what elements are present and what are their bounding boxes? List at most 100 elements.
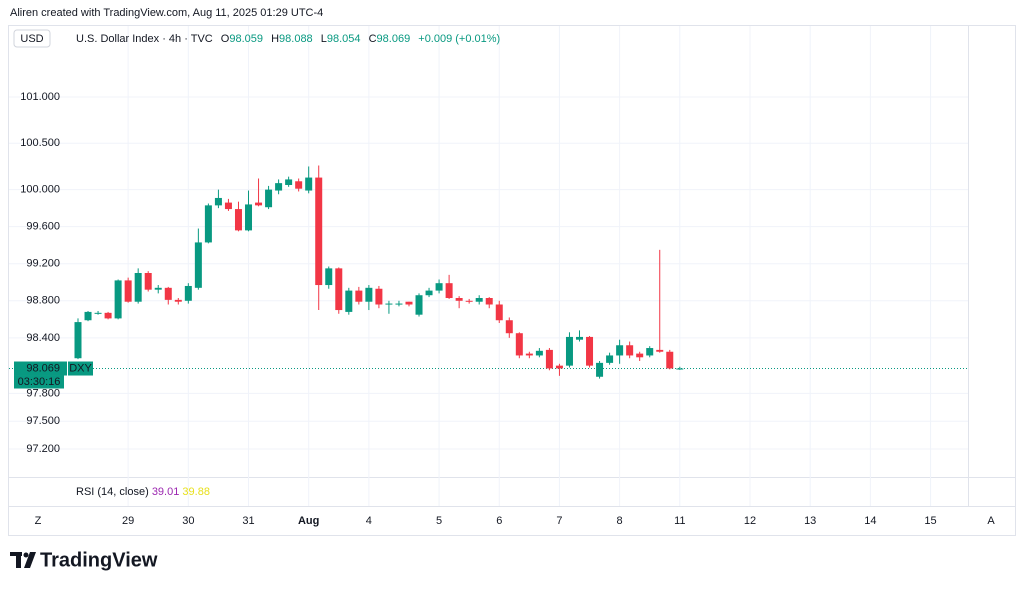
x-tick-label: 4 — [366, 515, 372, 527]
candle-body — [134, 272, 142, 302]
zoom-button-label[interactable]: Z — [35, 515, 42, 527]
currency[interactable]: USD — [20, 33, 43, 45]
candle-body — [555, 365, 563, 369]
y-tick-label: 100.000 — [20, 184, 60, 196]
last-price-label: 98.069 — [26, 362, 60, 374]
candle-body — [586, 336, 594, 366]
candle-body — [144, 272, 152, 290]
candle-body — [576, 336, 583, 340]
candle-body — [475, 298, 483, 302]
candle-body — [315, 177, 323, 286]
rsi-label: RSI (14, close) 39.01 39.88 — [76, 486, 210, 498]
candle-body — [275, 183, 283, 191]
x-tick-label: 30 — [182, 515, 194, 527]
legend: U.S. Dollar Index · 4h · TVC O98.059 H98… — [76, 33, 500, 45]
candle-body — [485, 298, 493, 305]
y-tick-label: 97.200 — [26, 443, 60, 455]
candle-body — [676, 368, 684, 370]
candle-body — [84, 311, 92, 321]
candle-body — [405, 301, 413, 305]
change: +0.009 (+0.01%) — [418, 33, 500, 45]
candle-body — [385, 303, 393, 305]
y-tick-label: 98.800 — [26, 295, 60, 307]
ohlc-letter: L — [321, 33, 327, 45]
x-tick-label: 5 — [436, 515, 442, 527]
candle-body — [455, 298, 463, 301]
x-tick-label: 13 — [804, 515, 816, 527]
y-tick-label: 98.400 — [26, 332, 60, 344]
candle-body — [295, 181, 303, 189]
candle-body — [365, 287, 373, 302]
y-tick-label: 99.600 — [26, 221, 60, 233]
chart-frame — [8, 25, 1016, 536]
auto-button-label[interactable]: A — [987, 515, 995, 527]
candle-body — [325, 268, 333, 286]
candle-body — [174, 299, 182, 302]
rsi-title: RSI (14, close) — [76, 486, 149, 498]
candle-body — [606, 355, 614, 363]
x-tick-label: 12 — [744, 515, 756, 527]
x-tick-label: 29 — [122, 515, 134, 527]
x-tick-label: 8 — [617, 515, 623, 527]
candle-body — [114, 280, 122, 319]
x-tick-label: 31 — [242, 515, 254, 527]
candle-body — [505, 320, 513, 334]
auto-button[interactable] — [983, 513, 999, 529]
candle-body — [255, 202, 263, 206]
candle-body — [445, 283, 453, 299]
candle-body — [596, 362, 604, 377]
logo-part — [16, 552, 21, 568]
rsi-value: 39.88 — [182, 486, 210, 498]
symbol-tag-box — [68, 361, 93, 376]
candle-body — [545, 349, 553, 369]
candle-body — [104, 312, 112, 319]
currency-box[interactable] — [13, 29, 51, 48]
ohlc-value: 98.054 — [327, 33, 361, 45]
ohlc-letter: O — [221, 33, 230, 45]
ohlc-value: 98.088 — [279, 33, 313, 45]
y-tick-label: 97.800 — [26, 387, 60, 399]
y-tick-label: 101.000 — [20, 91, 60, 103]
candle-body — [355, 290, 363, 302]
y-tick-label: 100.500 — [20, 137, 60, 149]
candle-body — [666, 351, 674, 369]
symbol-tag: DXY — [69, 362, 92, 374]
candle-body — [285, 179, 293, 185]
candle-body — [305, 177, 313, 191]
x-tick-label: 6 — [496, 515, 502, 527]
y-tick-label: 97.500 — [26, 415, 60, 427]
candle-body — [425, 290, 433, 296]
candle-body — [245, 204, 253, 231]
candle-body — [395, 303, 403, 305]
candle-body — [94, 312, 102, 314]
candle-body — [535, 350, 543, 356]
countdown-box — [14, 375, 64, 389]
x-tick-label: Aug — [298, 515, 319, 527]
candle-body — [626, 345, 634, 356]
logo-part — [24, 552, 36, 568]
logo-icon — [10, 552, 36, 568]
candle-body — [234, 209, 242, 231]
candle-body — [124, 280, 132, 302]
ohlc-value: 98.059 — [229, 33, 263, 45]
logo-part — [23, 552, 29, 558]
brand: TradingView — [40, 549, 158, 571]
candle-body — [204, 205, 212, 243]
candles — [74, 165, 684, 379]
candle-body — [194, 242, 202, 288]
candle-body — [656, 349, 664, 352]
candle-body — [495, 304, 503, 321]
candle-body — [154, 287, 162, 290]
last-price-box — [14, 361, 67, 376]
ohlc-letter: H — [271, 33, 279, 45]
x-tick-label: 15 — [924, 515, 936, 527]
candle-body — [265, 189, 273, 208]
candle-body — [565, 336, 573, 366]
zoom-button[interactable] — [30, 513, 46, 529]
candle-body — [636, 353, 644, 358]
candle-body — [345, 290, 353, 312]
candle-body — [375, 288, 383, 305]
candle-body — [164, 287, 172, 300]
candle-body — [515, 333, 523, 356]
